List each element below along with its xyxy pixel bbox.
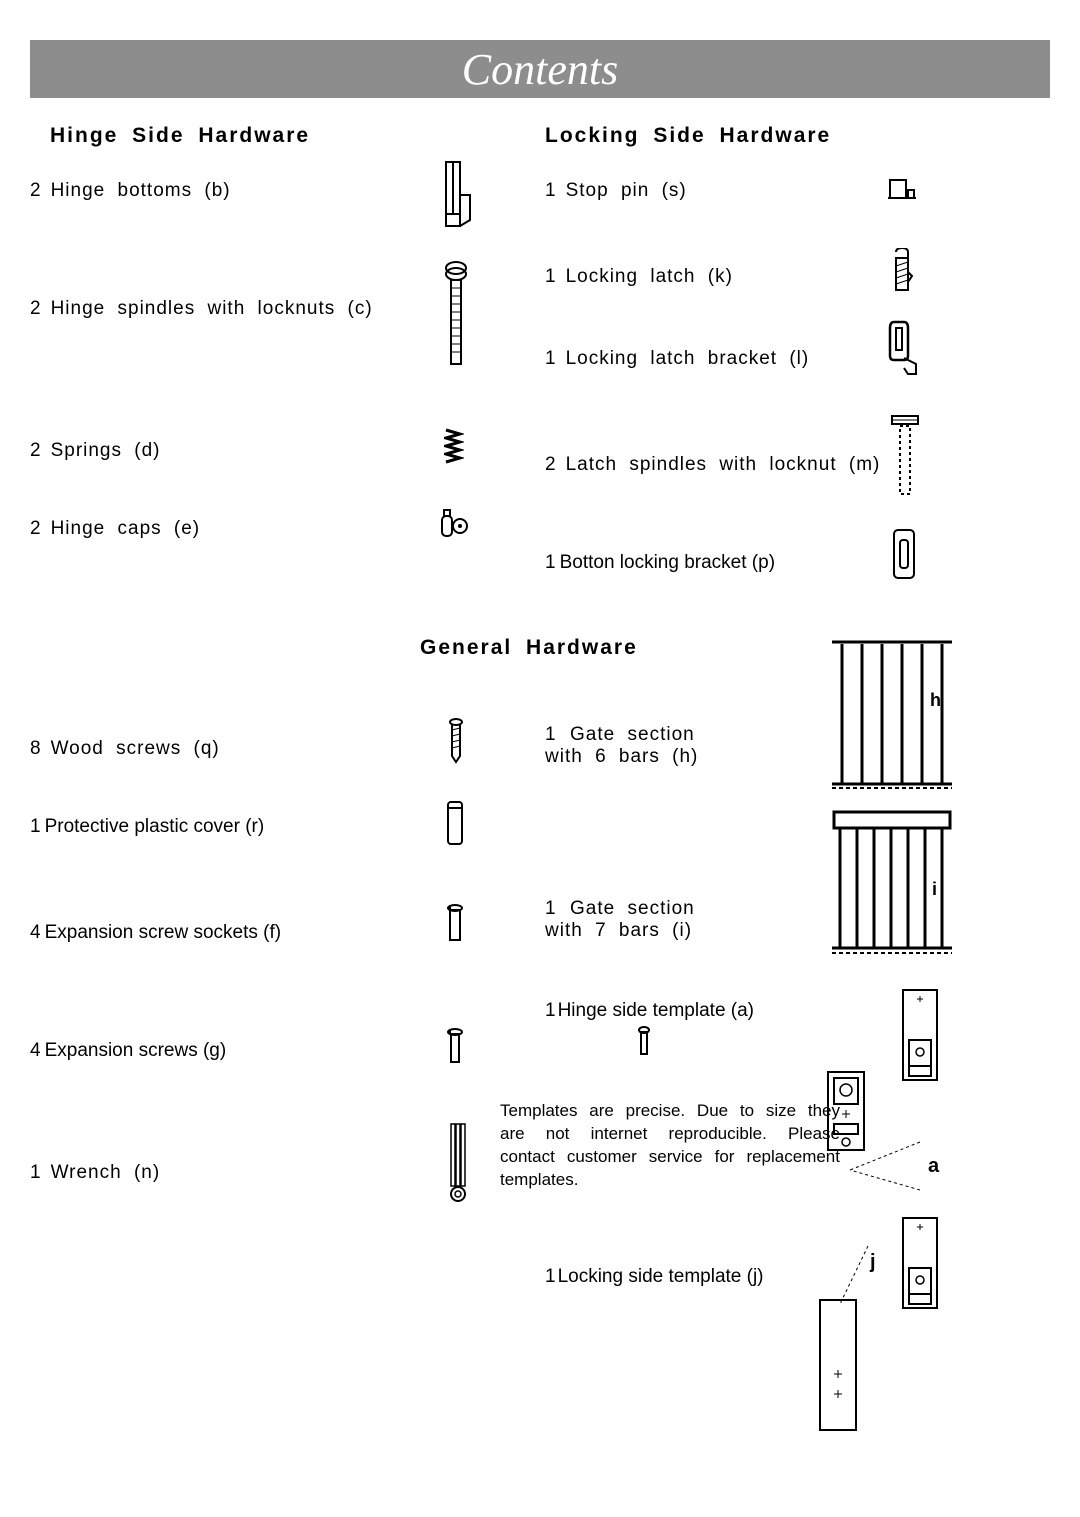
expansion-screw-icon [446, 1028, 464, 1066]
plastic-cover-icon [446, 800, 464, 848]
item-text: Locking side template (j) [558, 1266, 764, 1288]
item-text-2: with 7 bars (i) [545, 920, 695, 942]
page-title: Contents [462, 44, 618, 95]
locking-item-l: 1 Locking latch bracket (l) [545, 348, 809, 370]
qty: 2 [30, 298, 41, 320]
general-item-q: 8 Wood screws (q) [30, 738, 220, 760]
qty: 4 [30, 1040, 41, 1062]
qty: 1 [30, 1162, 41, 1184]
item-text: Hinge caps (e) [51, 518, 201, 540]
qty: 1 [545, 348, 556, 370]
locking-latch-icon [890, 248, 914, 296]
general-item-j: 1 Locking side template (j) [545, 1266, 764, 1288]
item-text: Expansion screw sockets (f) [45, 922, 282, 944]
qty: 1 [545, 552, 556, 574]
svg-text:a: a [928, 1155, 940, 1177]
item-text: Wrench (n) [51, 1162, 161, 1184]
section-title-locking: Locking Side Hardware [545, 124, 831, 148]
general-item-a: 1 Hinge side template (a) [545, 1000, 754, 1022]
gate-h-label: h [930, 690, 941, 710]
general-item-g: 4 Expansion screws (g) [30, 1040, 226, 1062]
hinge-item-c: 2 Hinge spindles with locknuts (c) [30, 298, 373, 320]
qty: 2 [30, 180, 41, 202]
wrench-icon [446, 1122, 470, 1202]
expansion-socket-icon [446, 904, 464, 944]
qty: 4 [30, 922, 41, 944]
qty: 1 [545, 1266, 556, 1288]
locking-latch-bracket-icon [886, 320, 920, 378]
gate-7-bars-icon: i [832, 810, 952, 958]
item-text: Stop pin (s) [566, 180, 687, 202]
qty: 8 [30, 738, 41, 760]
templates-note: Templates are precise. Due to size they … [500, 1100, 840, 1192]
hinge-item-b: 2 Hinge bottoms (b) [30, 180, 231, 202]
stop-pin-icon [888, 176, 918, 202]
spring-icon [444, 428, 464, 464]
locking-item-k: 1 Locking latch (k) [545, 266, 733, 288]
item-text: Botton locking bracket (p) [560, 552, 775, 574]
header-bar: Contents [30, 40, 1050, 98]
locking-item-p: 1 Botton locking bracket (p) [545, 552, 775, 574]
item-text: Latch spindles with locknut (m) [566, 454, 881, 476]
general-item-f: 4 Expansion screw sockets (f) [30, 922, 281, 944]
item-text: Protective plastic cover (r) [45, 816, 265, 838]
gate-6-bars-icon: h [832, 636, 952, 794]
qty: 1 [545, 1000, 556, 1022]
svg-text:j: j [869, 1251, 876, 1273]
item-text: Hinge side template (a) [558, 1000, 754, 1022]
qty: 1 [30, 816, 41, 838]
wood-screw-icon [448, 718, 464, 764]
template-j-dash: j [840, 1244, 900, 1314]
general-item-r: 1 Protective plastic cover (r) [30, 816, 264, 838]
qty: 1 [545, 266, 556, 288]
qty: 2 [545, 454, 556, 476]
item-text: Springs (d) [51, 440, 161, 462]
qty: 1 [545, 724, 556, 745]
qty: 1 [545, 898, 556, 919]
qty: 2 [30, 518, 41, 540]
latch-spindle-icon [890, 414, 920, 498]
hinge-cap-icon [440, 508, 470, 540]
locking-item-m: 2 Latch spindles with locknut (m) [545, 454, 880, 476]
qty: 1 [545, 180, 556, 202]
item-text: Locking latch (k) [566, 266, 733, 288]
gate-i-label: i [932, 879, 937, 899]
section-title-general: General Hardware [420, 636, 638, 660]
general-item-i: 1 Gate section with 7 bars (i) [545, 898, 695, 942]
section-title-hinge: Hinge Side Hardware [50, 124, 310, 148]
template-piece-icon [636, 1026, 652, 1056]
locking-item-s: 1 Stop pin (s) [545, 180, 687, 202]
hinge-spindle-icon [442, 260, 470, 370]
item-text: Wood screws (q) [51, 738, 220, 760]
item-text: Gate section [570, 898, 695, 919]
item-text: Gate section [570, 724, 695, 745]
item-text: Hinge spindles with locknuts (c) [51, 298, 373, 320]
hinge-item-d: 2 Springs (d) [30, 440, 161, 462]
qty: 2 [30, 440, 41, 462]
item-text: Expansion screws (g) [45, 1040, 227, 1062]
hinge-bottom-icon [440, 160, 474, 230]
item-text-2: with 6 bars (h) [545, 746, 698, 768]
hinge-item-e: 2 Hinge caps (e) [30, 518, 200, 540]
general-item-n: 1 Wrench (n) [30, 1162, 160, 1184]
item-text: Hinge bottoms (b) [51, 180, 231, 202]
general-item-h: 1 Gate section with 6 bars (h) [545, 724, 698, 768]
bottom-locking-bracket-icon [890, 528, 918, 582]
item-text: Locking latch bracket (l) [566, 348, 810, 370]
